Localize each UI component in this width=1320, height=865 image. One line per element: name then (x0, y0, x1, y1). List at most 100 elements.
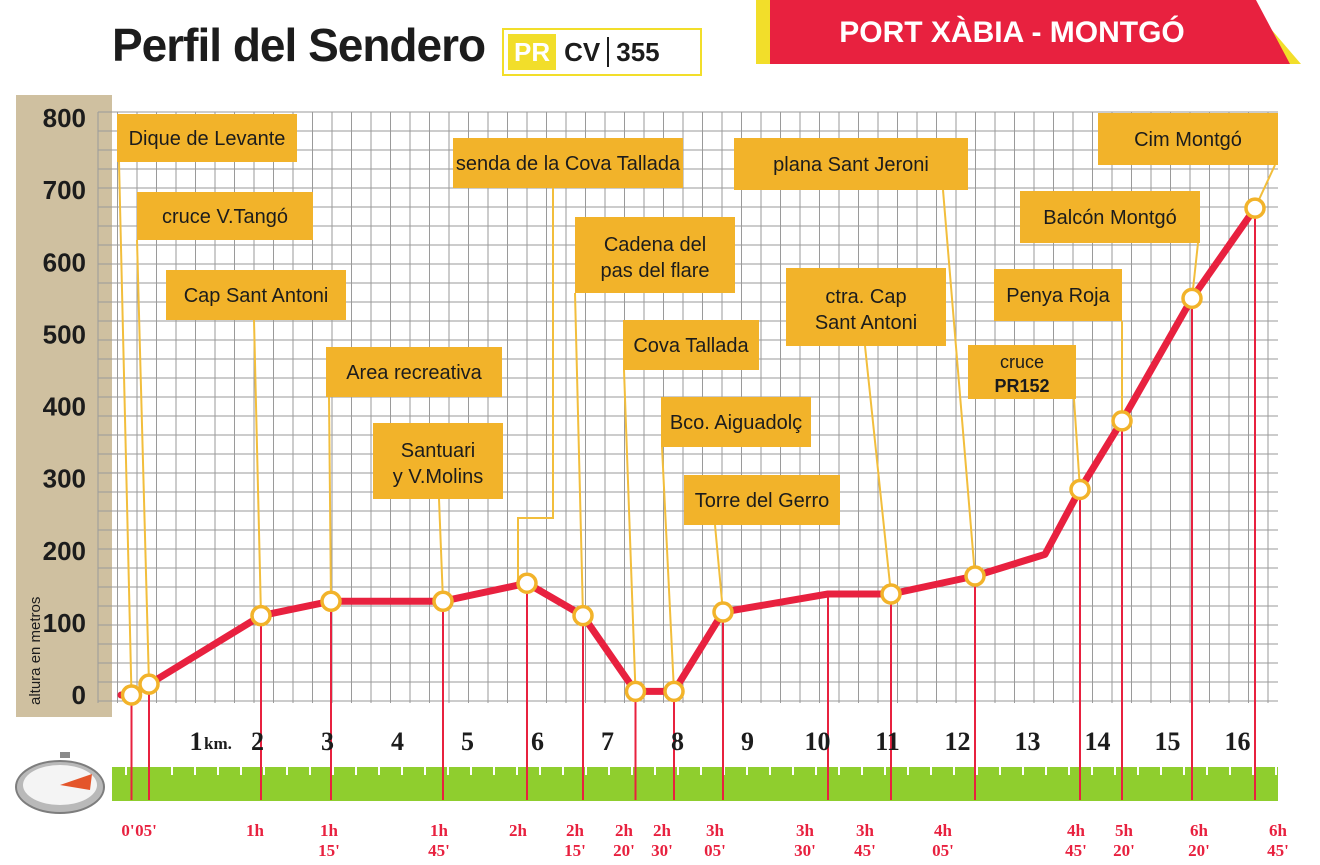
time-label: 20' (613, 841, 635, 860)
grass-tick (125, 767, 127, 775)
grass-tick (1206, 767, 1208, 775)
y-axis-title: altura en metros (27, 597, 44, 705)
grass-tick (792, 767, 794, 775)
time-label: 4h (934, 821, 953, 840)
waypoint-point (1181, 287, 1203, 310)
grass-tick (378, 767, 380, 775)
waypoint-point (1244, 197, 1266, 219)
time-label: 05' (704, 841, 726, 860)
waypoint-label-box (166, 270, 346, 320)
time-label: 20' (1113, 841, 1135, 860)
waypoint-label-box (1020, 191, 1200, 243)
waypoint-connector (864, 345, 892, 595)
waypoint-label: Torre del Gerro (695, 490, 830, 512)
time-label: 0' (121, 821, 134, 840)
grass-tick (1275, 767, 1277, 775)
km-tick-label: 10 (805, 727, 831, 756)
grass-tick (470, 767, 472, 775)
waypoint-point (120, 684, 143, 706)
route-banner-red (770, 0, 1290, 64)
time-label: 3h (856, 821, 875, 840)
stopwatch-hand (60, 774, 92, 790)
waypoint-label-box (326, 347, 502, 397)
grass-tick (1160, 767, 1162, 775)
y-tick-label: 300 (43, 464, 86, 494)
grass-tick (608, 767, 610, 775)
waypoint-point (572, 604, 594, 627)
grass-tick (1045, 767, 1047, 775)
grass-tick (355, 767, 357, 775)
km-tick-label: 11 (875, 727, 900, 756)
grass-tick (1183, 767, 1185, 775)
y-tick-label: 100 (43, 608, 86, 638)
grass-tick (286, 767, 288, 775)
waypoint-label-box (734, 138, 968, 190)
waypoint-connector (118, 161, 133, 696)
grass-tick (171, 767, 173, 775)
waypoint-label-box (994, 269, 1122, 321)
grass-tick (700, 767, 702, 775)
grass-tick (861, 767, 863, 775)
waypoint-point (880, 583, 902, 605)
waypoint-label: Cova Tallada (633, 335, 749, 357)
waypoint-label: Sant Antoni (815, 312, 917, 334)
grass-tick (217, 767, 219, 775)
grass-tick (194, 767, 196, 775)
grass-tick (332, 767, 334, 775)
waypoint-label-box (137, 192, 313, 240)
waypoint-connector (253, 319, 262, 616)
grass-tick (1068, 767, 1070, 775)
y-tick-label: 0 (72, 680, 86, 710)
stopwatch-crown (60, 752, 70, 758)
route-name: PORT XÀBIA - MONTGÓ (839, 15, 1185, 49)
time-label: 1h (246, 821, 265, 840)
waypoint-connector (942, 189, 976, 577)
grass-tick (999, 767, 1001, 775)
km-tick-label: 9 (741, 727, 754, 756)
waypoint-connector (714, 524, 724, 613)
grass-tick (562, 767, 564, 775)
waypoint-point (663, 680, 685, 703)
grass-tick (884, 767, 886, 775)
waypoint-connector (661, 446, 675, 692)
waypoint-connector (438, 498, 444, 602)
waypoint-label-box (1098, 113, 1278, 165)
time-label: 45' (854, 841, 876, 860)
route-banner: PORT XÀBIA - MONTGÓ (756, 0, 1301, 64)
waypoint-connector (328, 396, 332, 602)
waypoint-point (432, 590, 454, 612)
km-tick-label: 4 (391, 727, 404, 756)
grass-tick (309, 767, 311, 775)
km-unit-label: km. (204, 734, 232, 753)
km-tick-label: 6 (531, 727, 544, 756)
grass-tick (631, 767, 633, 775)
grass-tick (447, 767, 449, 775)
grass-tick (1114, 767, 1116, 775)
waypoint-label: Bco. Aiguadolç (670, 412, 802, 434)
time-label: 45' (428, 841, 450, 860)
time-label: 4h (1067, 821, 1086, 840)
waypoint-point (964, 565, 986, 587)
waypoint-connector (574, 292, 584, 616)
grass-tick (654, 767, 656, 775)
time-label: 1h (430, 821, 449, 840)
waypoint-label: plana Sant Jeroni (773, 154, 929, 176)
badge-cv: CV (564, 36, 601, 67)
waypoint-point (320, 590, 342, 612)
time-label: 6h (1190, 821, 1209, 840)
waypoint-point (250, 604, 272, 627)
waypoint-label: ctra. Cap (825, 286, 906, 308)
time-label: 2h (509, 821, 528, 840)
y-tick-label: 500 (43, 319, 86, 349)
time-label: 3h (796, 821, 815, 840)
waypoint-point (138, 673, 160, 695)
grass-tick (769, 767, 771, 775)
grass-tick (516, 767, 518, 775)
time-label: 1h (320, 821, 339, 840)
time-label: 2h (653, 821, 672, 840)
grass-tick (1137, 767, 1139, 775)
grass-tick (585, 767, 587, 775)
waypoint-label: PR152 (994, 376, 1049, 396)
grass-tick (976, 767, 978, 775)
